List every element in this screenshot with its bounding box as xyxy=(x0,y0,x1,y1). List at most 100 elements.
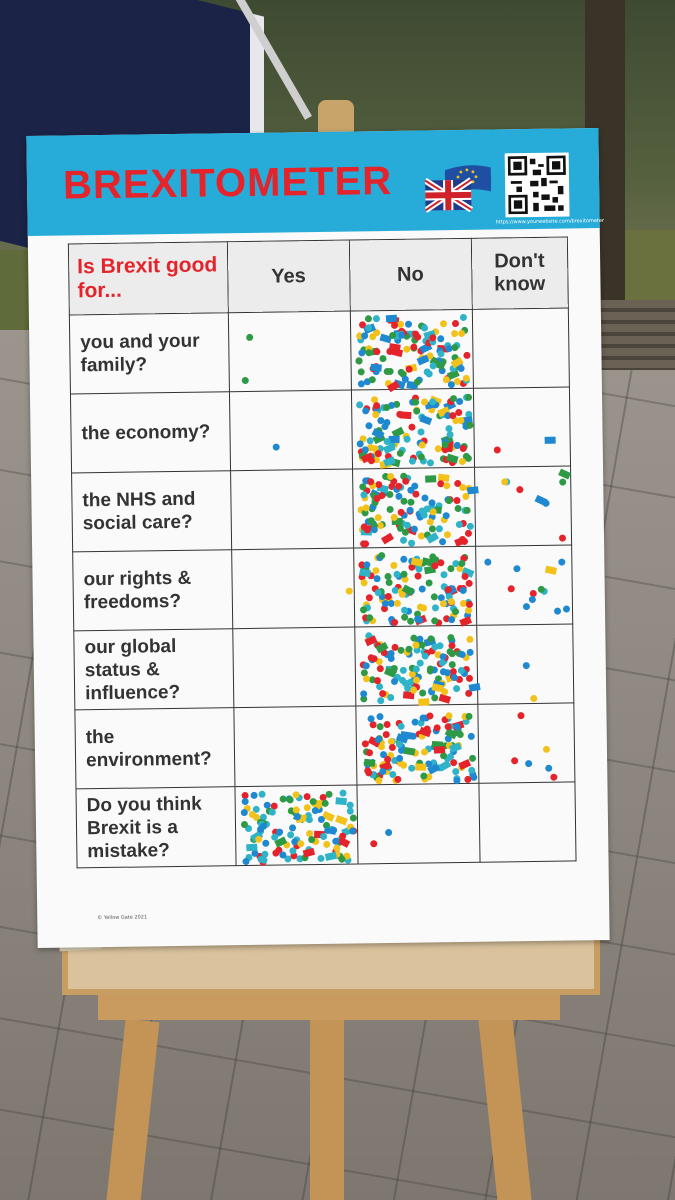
vote-sticker xyxy=(465,713,473,721)
vote-sticker xyxy=(371,410,379,418)
vote-sticker xyxy=(391,665,399,673)
vote-sticker xyxy=(445,711,453,719)
vote-cell-dont-know xyxy=(478,781,577,863)
vote-sticker xyxy=(268,808,276,816)
vote-sticker xyxy=(304,804,312,812)
vote-sticker xyxy=(441,441,449,449)
vote-sticker xyxy=(412,407,421,415)
vote-sticker xyxy=(550,773,558,781)
vote-sticker xyxy=(302,847,315,858)
vote-sticker xyxy=(466,635,474,644)
vote-sticker xyxy=(385,578,393,586)
vote-sticker xyxy=(447,616,455,624)
header-row: Is Brexit good for... Yes No Don't know xyxy=(68,236,569,315)
vote-sticker xyxy=(465,580,474,588)
vote-sticker xyxy=(402,345,410,354)
vote-sticker xyxy=(420,510,428,519)
vote-sticker xyxy=(408,458,416,466)
vote-sticker xyxy=(377,664,385,673)
vote-sticker xyxy=(452,685,461,693)
vote-sticker xyxy=(446,752,454,760)
vote-sticker xyxy=(403,746,416,756)
vote-cell-dont-know xyxy=(475,544,573,626)
vote-sticker xyxy=(400,497,408,505)
vote-sticker xyxy=(279,851,287,859)
vote-sticker xyxy=(394,776,402,784)
vote-sticker xyxy=(513,565,521,573)
vote-sticker xyxy=(447,564,455,572)
vote-sticker xyxy=(260,850,269,858)
table-row: Do you think Brexit is a mistake? xyxy=(75,781,577,868)
vote-sticker xyxy=(366,478,374,486)
vote-sticker xyxy=(431,604,439,612)
vote-sticker xyxy=(394,599,402,607)
vote-sticker xyxy=(361,579,369,587)
vote-sticker xyxy=(365,749,373,757)
vote-sticker xyxy=(426,712,434,720)
poster-credit: © Yellow Gate 2021 xyxy=(97,914,148,922)
question-label: the economy? xyxy=(70,391,231,473)
vote-sticker xyxy=(296,840,304,848)
vote-sticker xyxy=(348,827,356,835)
vote-sticker xyxy=(312,807,320,815)
vote-sticker xyxy=(373,575,381,583)
vote-sticker xyxy=(279,795,287,803)
vote-sticker xyxy=(370,654,378,662)
vote-sticker xyxy=(363,758,376,767)
vote-cell-no xyxy=(349,309,473,393)
easel-leg-center xyxy=(310,1020,344,1200)
vote-sticker xyxy=(370,840,378,848)
vote-sticker xyxy=(389,743,397,751)
vote-sticker xyxy=(421,398,429,406)
vote-sticker xyxy=(419,689,427,697)
vote-sticker xyxy=(386,473,394,481)
vote-sticker xyxy=(425,579,433,587)
vote-sticker xyxy=(242,376,250,384)
vote-cell-yes xyxy=(229,390,353,471)
vote-sticker xyxy=(522,602,530,610)
vote-sticker xyxy=(449,758,457,766)
vote-sticker xyxy=(545,764,553,772)
vote-sticker xyxy=(460,586,468,594)
vote-cell-no xyxy=(351,388,475,470)
vote-sticker xyxy=(429,362,437,370)
vote-sticker xyxy=(453,497,461,505)
vote-sticker xyxy=(430,617,438,625)
vote-cell-yes xyxy=(231,548,355,629)
vote-sticker xyxy=(374,480,383,489)
vote-cell-yes xyxy=(232,627,356,708)
vote-sticker xyxy=(400,606,408,614)
vote-sticker xyxy=(553,607,562,615)
vote-sticker xyxy=(258,790,266,798)
vote-sticker xyxy=(428,499,436,507)
vote-sticker xyxy=(400,731,413,740)
vote-sticker xyxy=(459,314,468,322)
vote-sticker xyxy=(292,806,300,814)
vote-sticker xyxy=(374,514,383,522)
vote-sticker xyxy=(373,315,381,323)
vote-sticker xyxy=(397,368,405,376)
vote-sticker xyxy=(407,618,415,626)
vote-sticker xyxy=(389,331,397,339)
vote-sticker xyxy=(468,754,476,762)
vote-sticker xyxy=(383,720,392,728)
vote-sticker xyxy=(357,380,365,388)
vote-sticker xyxy=(386,491,394,499)
vote-sticker xyxy=(254,835,262,843)
vote-cell-dont-know xyxy=(472,386,571,468)
vote-sticker xyxy=(383,755,392,763)
vote-sticker xyxy=(323,841,331,849)
vote-sticker xyxy=(528,596,536,604)
vote-sticker xyxy=(402,477,410,485)
vote-sticker xyxy=(397,450,405,458)
vote-sticker xyxy=(466,601,474,609)
vote-sticker xyxy=(377,697,385,705)
vote-cell-dont-know xyxy=(471,307,570,389)
vote-sticker xyxy=(493,446,501,454)
vote-sticker xyxy=(465,393,473,401)
vote-sticker xyxy=(381,422,389,431)
vote-sticker xyxy=(460,444,468,452)
vote-sticker xyxy=(367,714,375,723)
vote-sticker xyxy=(317,854,325,863)
vote-sticker xyxy=(399,411,412,420)
